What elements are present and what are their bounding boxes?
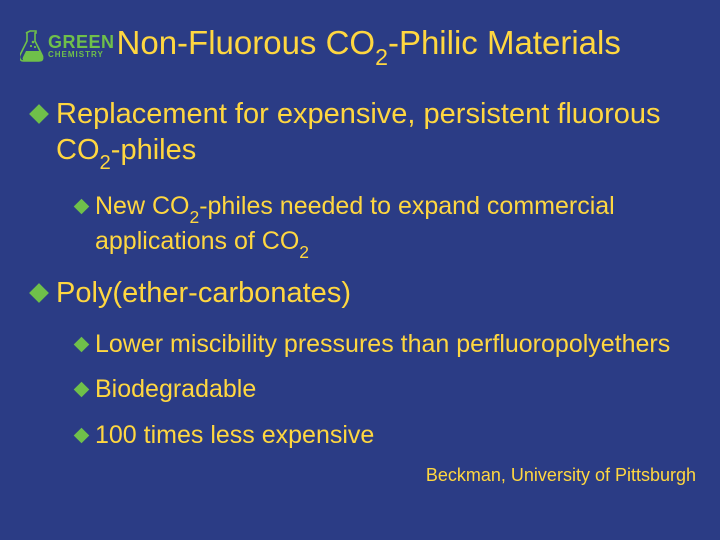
list-item: 100 times less expensive [76, 420, 700, 451]
bullet-icon [74, 199, 90, 215]
list-item: Replacement for expensive, persistent fl… [32, 96, 700, 173]
bullet-text: Lower miscibility pressures than perfluo… [95, 329, 670, 360]
bullet-icon [29, 283, 49, 303]
page-title: Non-Fluorous CO2-Philic Materials [117, 24, 621, 68]
logo: GREEN CHEMISTRY [20, 29, 115, 63]
bullet-text: Poly(ether-carbonates) [56, 275, 351, 311]
bullet-sublist: Lower miscibility pressures than perfluo… [32, 329, 700, 451]
list-item: Biodegradable [76, 374, 700, 405]
logo-text: GREEN CHEMISTRY [48, 33, 115, 59]
logo-line2: CHEMISTRY [48, 51, 115, 59]
attribution: Beckman, University of Pittsburgh [426, 465, 696, 486]
bullet-text: 100 times less expensive [95, 420, 374, 451]
bullet-list: Replacement for expensive, persistent fl… [20, 96, 700, 451]
bullet-icon [74, 337, 90, 353]
slide: GREEN CHEMISTRY Non-Fluorous CO2-Philic … [0, 0, 720, 540]
title-sub: 2 [375, 44, 388, 70]
bullet-icon [74, 427, 90, 443]
bullet-icon [74, 382, 90, 398]
flask-icon [20, 29, 46, 63]
title-post: -Philic Materials [388, 24, 621, 61]
bullet-text: Replacement for expensive, persistent fl… [56, 96, 700, 173]
bullet-sublist: New CO2-philes needed to expand commerci… [32, 191, 700, 261]
title-row: GREEN CHEMISTRY Non-Fluorous CO2-Philic … [20, 24, 700, 68]
title-pre: Non-Fluorous CO [117, 24, 376, 61]
list-item: New CO2-philes needed to expand commerci… [76, 191, 700, 261]
logo-line1: GREEN [48, 33, 115, 51]
bullet-icon [29, 104, 49, 124]
list-item: Poly(ether-carbonates) [32, 275, 700, 311]
bullet-text: Biodegradable [95, 374, 256, 405]
bullet-text: New CO2-philes needed to expand commerci… [95, 191, 700, 261]
list-item: Lower miscibility pressures than perfluo… [76, 329, 700, 360]
